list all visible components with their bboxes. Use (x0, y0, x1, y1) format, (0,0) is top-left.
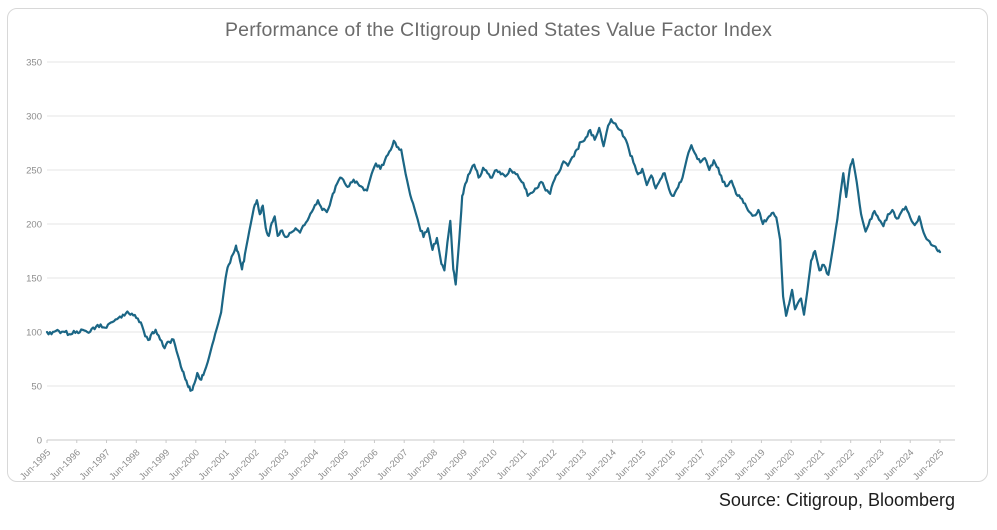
x-tick-label: Jun-2014 (583, 447, 617, 481)
x-tick-label: Jun-2024 (881, 447, 915, 481)
x-tick-label: Jun-2006 (345, 447, 379, 481)
x-tick-label: Jun-2000 (167, 447, 201, 481)
x-tick-label: Jun-2004 (286, 447, 320, 481)
y-tick-label: 100 (26, 328, 42, 339)
x-tick-label: Jun-2010 (464, 447, 498, 481)
x-tick-label: Jun-2009 (435, 447, 469, 481)
x-tick-label: Jun-1995 (18, 447, 52, 481)
source-credit: Source: Citigroup, Bloomberg (718, 490, 955, 510)
chart-frame (7, 8, 988, 482)
x-tick-label: Jun-2012 (524, 447, 558, 481)
x-tick-label: Jun-1996 (48, 447, 82, 481)
y-tick-label: 250 (26, 166, 42, 177)
x-tick-label: Jun-2021 (792, 447, 826, 481)
x-tick-label: Jun-2013 (554, 447, 588, 481)
x-tick-label: Jun-2018 (703, 447, 737, 481)
x-tick-label: Jun-2019 (732, 447, 766, 481)
x-tick-label: Jun-2023 (851, 447, 885, 481)
x-tick-label: Jun-2003 (256, 447, 290, 481)
x-tick-label: Jun-2022 (822, 447, 856, 481)
x-tick-label: Jun-2017 (673, 447, 707, 481)
x-tick-label: Jun-2002 (226, 447, 260, 481)
x-tick-label: Jun-2008 (405, 447, 439, 481)
x-tick-label: Jun-2007 (375, 447, 409, 481)
x-tick-label: Jun-2005 (316, 447, 350, 481)
x-tick-label: Jun-2001 (197, 447, 231, 481)
index-series-line (45, 118, 942, 392)
y-tick-label: 50 (31, 382, 42, 393)
y-tick-label: 150 (26, 274, 42, 285)
y-tick-label: 200 (26, 220, 42, 231)
x-tick-label: Jun-2020 (762, 447, 796, 481)
y-tick-label: 300 (26, 112, 42, 123)
x-tick-label: Jun-2025 (911, 447, 945, 481)
x-tick-label: Jun-2015 (613, 447, 647, 481)
x-tick-label: Jun-1997 (77, 447, 111, 481)
x-tick-label: Jun-1998 (107, 447, 141, 481)
y-tick-label: 350 (26, 58, 42, 69)
x-tick-label: Jun-2011 (495, 447, 529, 481)
chart-title: Performance of the CItigroup Unied State… (224, 19, 773, 41)
x-tick-label: Jun-2016 (643, 447, 677, 481)
y-tick-label: 0 (37, 436, 42, 447)
x-tick-label: Jun-1999 (137, 447, 171, 481)
